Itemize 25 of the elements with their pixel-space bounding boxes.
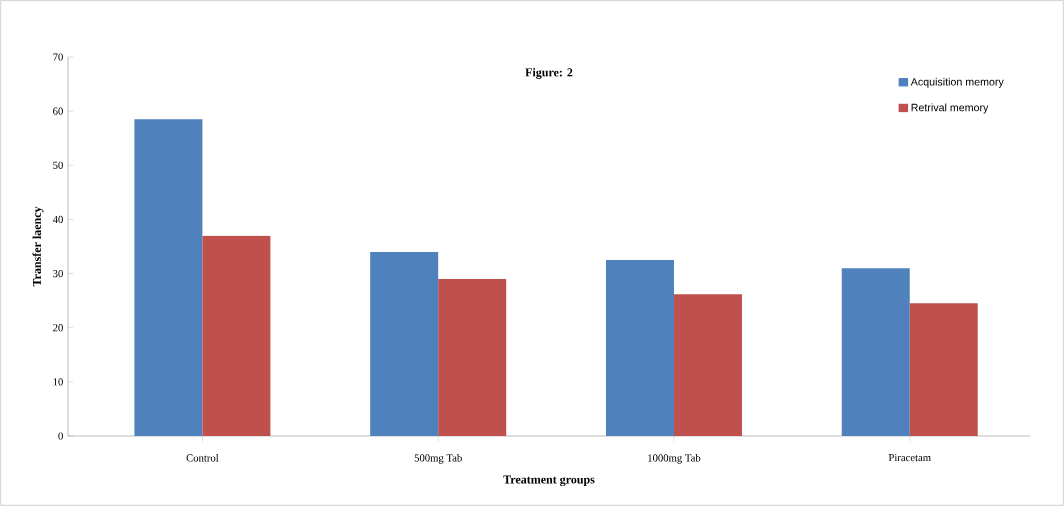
bar bbox=[134, 119, 203, 436]
y-tick-label: 0 bbox=[58, 432, 63, 440]
x-tick-label: Piracetam bbox=[888, 454, 931, 462]
y-axis-title: Transfer laency bbox=[32, 206, 44, 287]
x-axis-title: Treatment groups bbox=[503, 475, 595, 487]
bar bbox=[673, 294, 742, 436]
bar bbox=[370, 251, 439, 436]
bar bbox=[841, 268, 910, 436]
y-tick-label: 40 bbox=[52, 215, 63, 224]
y-tick-label: 20 bbox=[53, 324, 63, 332]
text: Figure: 2 bbox=[525, 67, 573, 79]
bar bbox=[909, 303, 978, 436]
x-tick-label: 1000mg Tab bbox=[648, 454, 701, 464]
bar bbox=[202, 235, 271, 436]
y-tick-label: 10 bbox=[53, 378, 63, 386]
y-tick-label: 60 bbox=[53, 107, 63, 115]
x-tick-label: Control bbox=[186, 454, 219, 462]
bar bbox=[438, 278, 507, 436]
y-tick-label: 70 bbox=[53, 53, 63, 61]
legend-label: Acquisition memory bbox=[910, 77, 1004, 88]
bar bbox=[605, 260, 674, 436]
x-tick-label: 500mg Tab bbox=[414, 454, 462, 464]
y-tick-label: 50 bbox=[53, 161, 63, 169]
y-tick-label: 30 bbox=[53, 269, 63, 278]
legend-label: Retrival memory bbox=[911, 103, 989, 114]
